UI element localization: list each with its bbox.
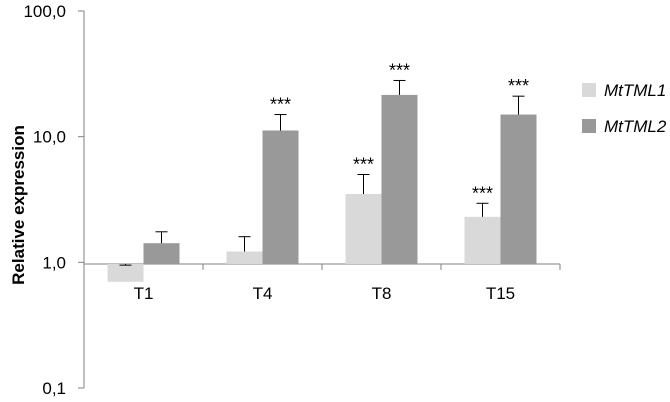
x-category-label: T15 — [486, 284, 515, 303]
error-bars — [119, 79, 525, 266]
significance-marker: *** — [389, 60, 410, 80]
bar-MtTML1-T15 — [464, 216, 501, 264]
x-category-label: T1 — [134, 284, 154, 303]
legend-swatch-MtTML1 — [582, 83, 596, 97]
y-tick-label: 1,0 — [42, 253, 66, 272]
x-category-label: T8 — [372, 284, 392, 303]
bar-MtTML2-T15 — [500, 114, 537, 264]
bar-MtTML2-T8 — [381, 94, 418, 265]
y-axis: 0,1 1,0 10,0 100,0 — [23, 2, 85, 398]
bar-MtTML2-T1 — [143, 243, 180, 264]
y-tick-label: 100,0 — [23, 2, 66, 21]
significance-markers: *** *** *** *** *** — [270, 60, 529, 203]
y-tick-label: 0,1 — [42, 379, 66, 398]
bar-MtTML2-T4 — [262, 130, 299, 264]
bars — [107, 94, 537, 282]
x-category-label: T4 — [253, 284, 273, 303]
y-axis-title: Relative expression — [9, 125, 28, 285]
legend: MtTML1 MtTML2 — [582, 81, 667, 136]
bar-MtTML1-T1 — [107, 264, 144, 282]
significance-marker: *** — [270, 95, 291, 115]
significance-marker: *** — [508, 76, 529, 96]
y-tick-label: 10,0 — [33, 128, 66, 147]
bar-MtTML1-T8 — [345, 193, 382, 264]
bar-MtTML1-T4 — [226, 251, 263, 264]
significance-marker: *** — [472, 183, 493, 203]
legend-label-MtTML1: MtTML1 — [604, 81, 666, 100]
legend-swatch-MtTML2 — [582, 119, 596, 133]
legend-label-MtTML2: MtTML2 — [604, 117, 667, 136]
x-axis: T1 T4 T8 T15 — [83, 263, 561, 303]
significance-marker: *** — [353, 154, 374, 174]
